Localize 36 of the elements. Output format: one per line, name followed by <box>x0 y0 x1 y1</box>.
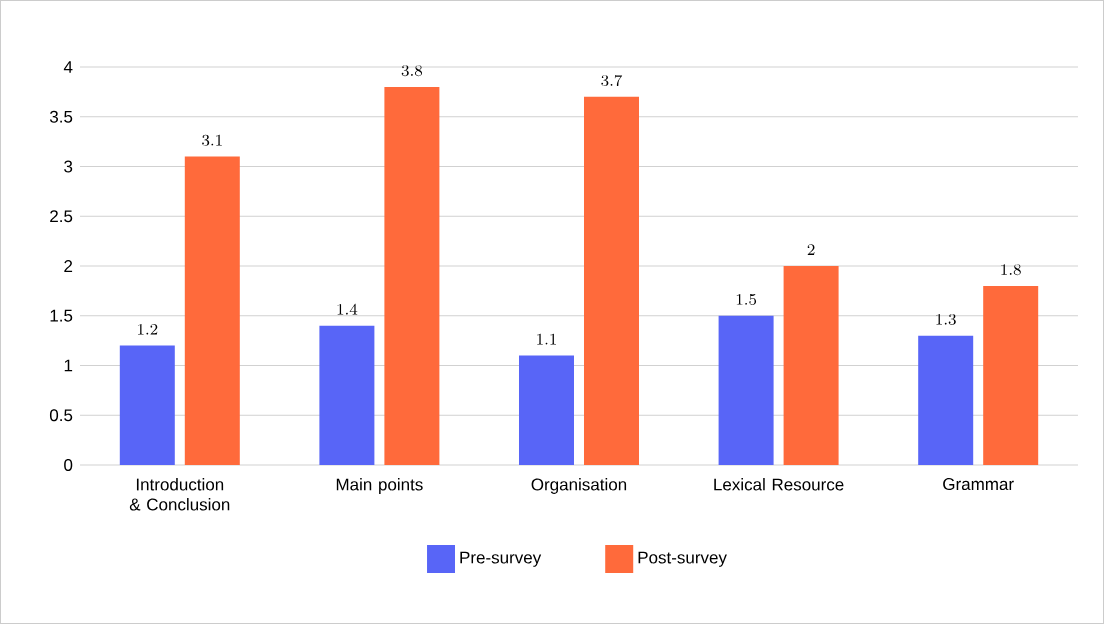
bar <box>519 355 574 465</box>
y-tick-label: 1.5 <box>50 309 73 322</box>
bar <box>384 86 440 465</box>
x-tick-label: Main points <box>336 478 423 494</box>
data-label: 1 .2 <box>137 323 158 335</box>
legend-label: Post-survey <box>638 551 727 567</box>
data-label: 3. 1 <box>202 134 222 146</box>
data-label: 1 .3 <box>936 313 956 325</box>
data-label: 1 .8 <box>1001 264 1021 276</box>
bar <box>918 335 974 465</box>
bar <box>184 156 240 465</box>
data-label: 1 .5 <box>736 294 757 306</box>
x-tick-label: Lexical Resource <box>714 478 844 491</box>
data-label: 1 .4 <box>337 303 358 315</box>
x-tick-label: Introduction & Conclusion <box>129 478 230 511</box>
y-tick-label: 3.5 <box>49 110 73 123</box>
x-tick-label: Organisation <box>531 478 627 494</box>
y-tick-label: 0 <box>64 458 73 471</box>
y-tick-label: 0.5 <box>49 409 73 422</box>
bar <box>119 345 175 465</box>
bar <box>584 96 639 465</box>
bar <box>783 265 839 465</box>
data-label: 3.8 <box>401 65 423 77</box>
bar <box>718 315 774 465</box>
y-tick-label: 2.5 <box>50 210 73 223</box>
y-tick-label: 2 <box>64 260 73 272</box>
data-label: 1 . 1 <box>537 333 557 345</box>
bar <box>319 325 375 465</box>
y-tick-label: 3 <box>64 160 73 173</box>
bar <box>983 285 1039 465</box>
x-tick-label: Grammar <box>943 478 1014 491</box>
y-tick-label: 4 <box>63 61 73 73</box>
data-label: 3.7 <box>601 74 623 87</box>
data-label: 2 <box>807 244 815 255</box>
y-tick-label: 1 <box>64 359 73 372</box>
legend-label: Pre-survey <box>460 551 542 567</box>
